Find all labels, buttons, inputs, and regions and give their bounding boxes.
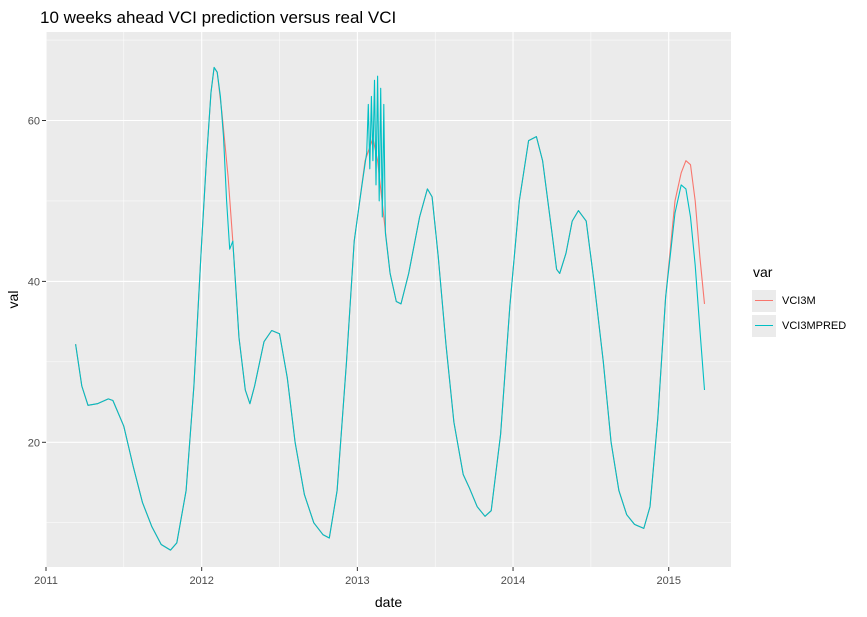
x-axis: 2011 2012 2013 2014 2015 bbox=[34, 567, 681, 587]
x-tick-label: 2015 bbox=[656, 575, 680, 587]
y-tick-label: 20 bbox=[28, 437, 40, 449]
legend-item-vci3m: VCI3M bbox=[752, 290, 816, 312]
x-axis-title: date bbox=[375, 594, 402, 610]
legend-title: var bbox=[753, 264, 773, 280]
legend-label-vci3m: VCI3M bbox=[782, 295, 816, 307]
y-axis: 20 40 60 bbox=[28, 115, 46, 449]
legend-label-vci3mpred: VCI3MPRED bbox=[782, 320, 847, 332]
legend-key-vci3mpred bbox=[752, 315, 776, 337]
x-tick-label: 2011 bbox=[34, 575, 58, 587]
chart-title: 10 weeks ahead VCI prediction versus rea… bbox=[40, 8, 397, 27]
series-lines bbox=[75, 66, 706, 551]
x-tick-label: 2014 bbox=[501, 575, 525, 587]
y-tick-label: 60 bbox=[28, 115, 40, 127]
panel-background bbox=[46, 32, 731, 567]
x-tick-label: 2013 bbox=[345, 575, 369, 587]
y-tick-label: 40 bbox=[28, 276, 40, 288]
y-axis-title: val bbox=[5, 291, 21, 309]
legend-item-vci3mpred: VCI3MPRED bbox=[752, 315, 846, 337]
x-tick-label: 2012 bbox=[189, 575, 213, 587]
legend-key-vci3m bbox=[752, 290, 776, 312]
plot-panel bbox=[45, 32, 731, 567]
series-line-vci3mpred bbox=[75, 66, 706, 551]
